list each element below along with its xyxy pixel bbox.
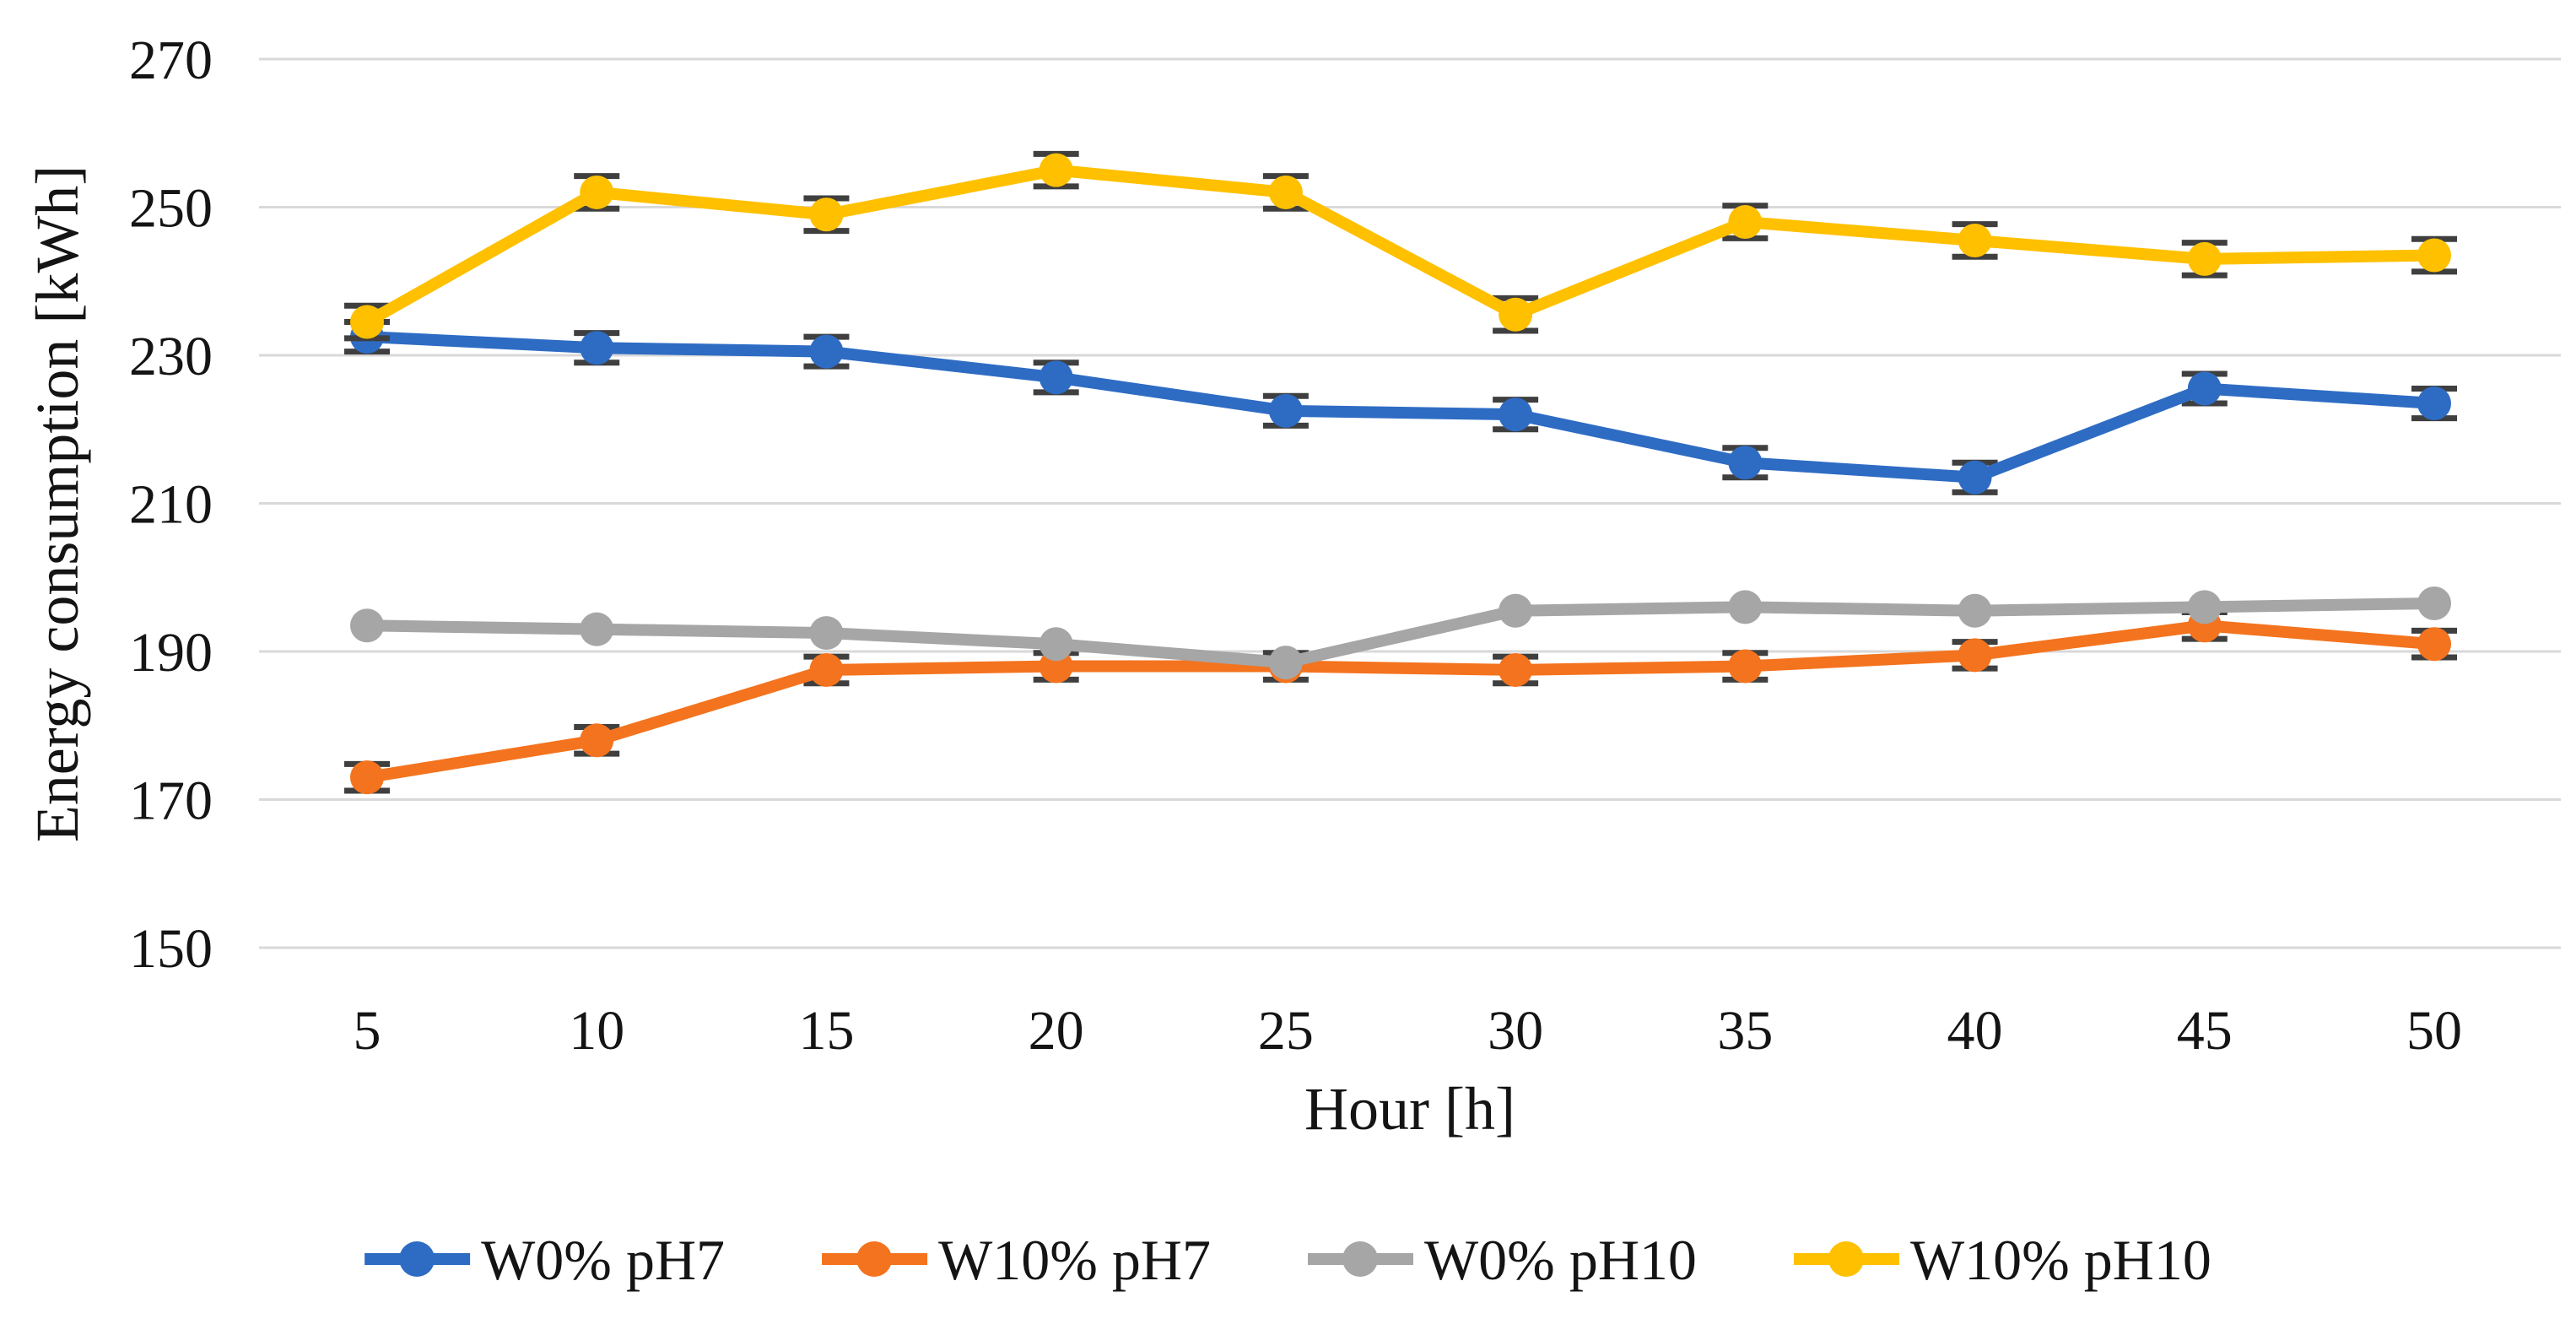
data-point-marker <box>1039 627 1073 662</box>
legend-marker-dot <box>1828 1241 1864 1277</box>
series-w0-ph10 <box>350 586 2451 680</box>
x-tick-label: 15 <box>798 1000 854 1062</box>
data-point-marker <box>1958 460 1992 495</box>
data-point-marker <box>1268 646 1303 680</box>
data-point-marker <box>809 197 844 232</box>
data-point-marker <box>580 331 614 365</box>
legend-label: W0% pH10 <box>1424 1228 1697 1292</box>
x-tick-label: 20 <box>1029 1000 1084 1062</box>
legend-label: W0% pH7 <box>481 1228 725 1292</box>
legend-item: W10% pH7 <box>822 1228 1211 1292</box>
data-point-marker <box>1958 223 1992 257</box>
data-point-marker <box>2187 241 2222 276</box>
legend-item: W10% pH10 <box>1793 1228 2211 1292</box>
data-point-marker <box>1268 175 1303 209</box>
series-line <box>361 331 2440 484</box>
y-tick-label: 250 <box>129 178 213 240</box>
x-tick-label: 5 <box>354 1000 381 1062</box>
legend-item: W0% pH7 <box>365 1228 725 1292</box>
legend-item: W0% pH10 <box>1308 1228 1697 1292</box>
data-point-marker <box>1499 593 1533 628</box>
data-point-marker <box>1728 205 1763 240</box>
x-tick-label: 10 <box>569 1000 624 1062</box>
data-point-marker <box>2417 586 2451 620</box>
data-point-marker <box>2187 371 2222 406</box>
data-point-marker <box>1728 649 1763 684</box>
data-point-marker <box>1958 638 1992 673</box>
series-w0-ph7 <box>344 319 2457 495</box>
gridlines <box>259 57 2561 949</box>
legend-marker-dot <box>856 1241 893 1277</box>
x-tick-label: 30 <box>1488 1000 1543 1062</box>
legend-label: W10% pH7 <box>938 1228 1211 1292</box>
data-point-marker <box>350 608 384 643</box>
series-line <box>361 164 2440 328</box>
data-point-marker <box>350 760 384 795</box>
data-point-marker <box>2417 386 2451 421</box>
data-point-marker <box>1039 153 1073 187</box>
legend-marker-dot <box>399 1241 435 1277</box>
data-point-marker <box>2417 238 2451 273</box>
x-tick-label: 40 <box>1947 1000 2003 1062</box>
series-line <box>361 597 2440 669</box>
series-lines <box>344 150 2457 795</box>
data-point-marker <box>2417 627 2451 662</box>
data-point-marker <box>1728 590 1763 624</box>
data-point-marker <box>1268 393 1303 428</box>
data-point-marker <box>1958 593 1992 628</box>
data-point-marker <box>580 175 614 209</box>
data-point-marker <box>350 305 384 339</box>
legend: W0% pH7 W10% pH7 W0% pH10 W10% pH10 <box>365 1228 2211 1292</box>
x-tick-label: 35 <box>1717 1000 1773 1062</box>
data-point-marker <box>580 612 614 646</box>
y-tick-label: 170 <box>129 770 213 832</box>
y-tick-label: 190 <box>129 622 213 684</box>
y-tick-label: 230 <box>129 326 213 387</box>
x-tick-label: 45 <box>2177 1000 2233 1062</box>
data-point-marker <box>809 652 844 687</box>
y-tick-label: 270 <box>129 30 213 91</box>
data-point-marker <box>1499 652 1533 687</box>
data-point-marker <box>1728 446 1763 480</box>
x-tick-label: 50 <box>2406 1000 2462 1062</box>
y-axis-title: Energy consumption [kWh] <box>24 165 91 843</box>
y-tick-label: 150 <box>129 918 213 980</box>
x-axis-tick-labels: 5 10 15 20 25 30 35 40 45 50 <box>354 1000 2463 1062</box>
data-point-marker <box>1499 297 1533 332</box>
data-point-marker <box>1039 360 1073 395</box>
y-tick-label: 210 <box>129 474 213 536</box>
data-point-marker <box>580 723 614 758</box>
series-line <box>361 619 2440 784</box>
data-point-marker <box>1499 397 1533 432</box>
data-point-marker <box>2187 590 2222 624</box>
legend-label: W10% pH10 <box>1910 1228 2211 1292</box>
series-w10-ph10 <box>344 150 2457 342</box>
x-tick-label: 25 <box>1258 1000 1314 1062</box>
legend-marker-dot <box>1342 1241 1378 1277</box>
data-point-marker <box>809 334 844 369</box>
x-axis-title: Hour [h] <box>1304 1075 1515 1143</box>
y-axis-tick-labels: 150 170 190 210 230 250 270 <box>129 30 213 980</box>
data-point-marker <box>809 616 844 651</box>
